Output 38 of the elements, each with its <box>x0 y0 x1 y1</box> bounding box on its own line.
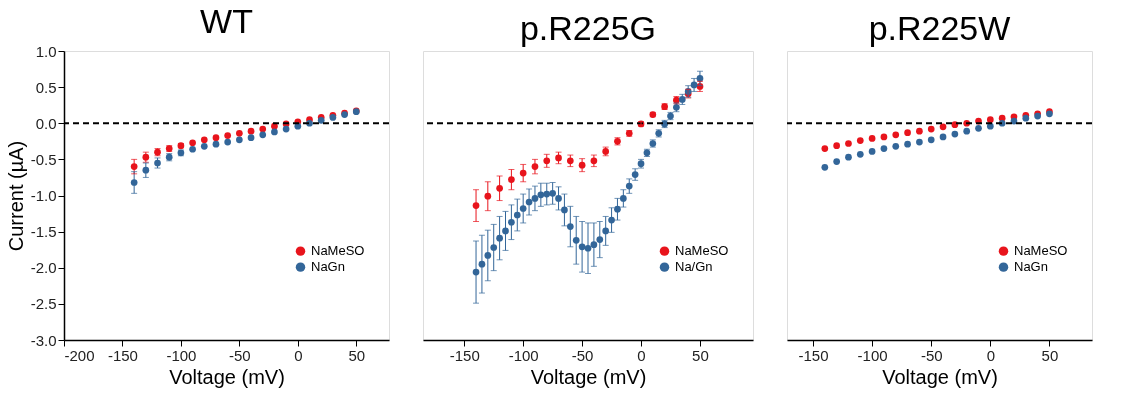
x-tick-label: -150 <box>107 346 138 364</box>
y-tick-label: 1.0 <box>35 42 57 60</box>
x-tick-label: -100 <box>166 346 197 364</box>
x-tick-label: 50 <box>1041 346 1059 364</box>
x-tick-label: -200 <box>64 346 95 364</box>
y-tick-label: -1.0 <box>30 187 57 204</box>
x-tick-label: 0 <box>986 346 996 364</box>
x-tick-label: 0 <box>637 346 646 364</box>
x-tick-label: -50 <box>571 346 594 364</box>
legend-label: NaGn <box>1014 259 1048 275</box>
legend-label: NaGn <box>311 259 345 275</box>
x-tick-label: 50 <box>692 346 709 364</box>
x-tick-label: -50 <box>229 346 251 364</box>
x-tick-label: -150 <box>798 346 829 364</box>
x-tick-label: -150 <box>449 346 480 364</box>
x-tick-label: -100 <box>508 346 539 364</box>
x-axis-title: Voltage (mV) <box>882 365 998 388</box>
y-tick-label: -2.0 <box>30 259 57 277</box>
x-tick-label: -50 <box>920 346 943 364</box>
x-axis-title: Voltage (mV) <box>530 365 647 388</box>
chart-title: WT <box>200 2 253 40</box>
x-tick-label: -100 <box>857 346 888 364</box>
y-axis-title: Current (µA) <box>4 140 27 252</box>
legend-label: Na/Gn <box>675 259 713 275</box>
y-tick-label: -1.5 <box>30 223 57 241</box>
y-tick-label: -2.5 <box>30 295 57 313</box>
y-tick-label: -0.5 <box>30 150 57 168</box>
y-tick-label: 0.5 <box>35 78 57 96</box>
y-tick-label: -3.0 <box>30 331 57 349</box>
x-tick-label: 0 <box>294 346 303 364</box>
chart-title: p.R225G <box>519 9 657 47</box>
y-tick-label: 0.0 <box>35 114 57 132</box>
x-tick-label: 50 <box>348 346 366 364</box>
legend-label: NaMeSO <box>311 243 365 259</box>
chart-title: p.R225W <box>868 9 1011 47</box>
legend-label: NaMeSO <box>1014 243 1068 259</box>
x-axis-title: Voltage (mV) <box>169 365 285 388</box>
legend-label: NaMeSO <box>675 243 729 259</box>
